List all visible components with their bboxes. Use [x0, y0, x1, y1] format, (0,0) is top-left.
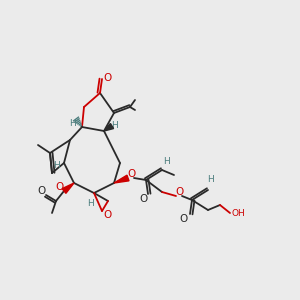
Text: O: O [104, 73, 112, 83]
Text: OH: OH [231, 208, 245, 217]
Text: O: O [37, 186, 45, 196]
Text: O: O [56, 182, 64, 192]
Text: H: H [52, 161, 59, 170]
Polygon shape [104, 124, 114, 131]
Text: O: O [139, 194, 147, 204]
Polygon shape [114, 175, 129, 183]
Text: O: O [103, 210, 111, 220]
Text: O: O [128, 169, 136, 179]
Text: H: H [87, 199, 93, 208]
Text: O: O [180, 214, 188, 224]
Text: H: H [70, 118, 76, 127]
Text: H: H [111, 121, 117, 130]
Text: O: O [176, 187, 184, 197]
Text: H: H [164, 158, 170, 166]
Polygon shape [62, 183, 74, 193]
Text: H: H [208, 176, 214, 184]
